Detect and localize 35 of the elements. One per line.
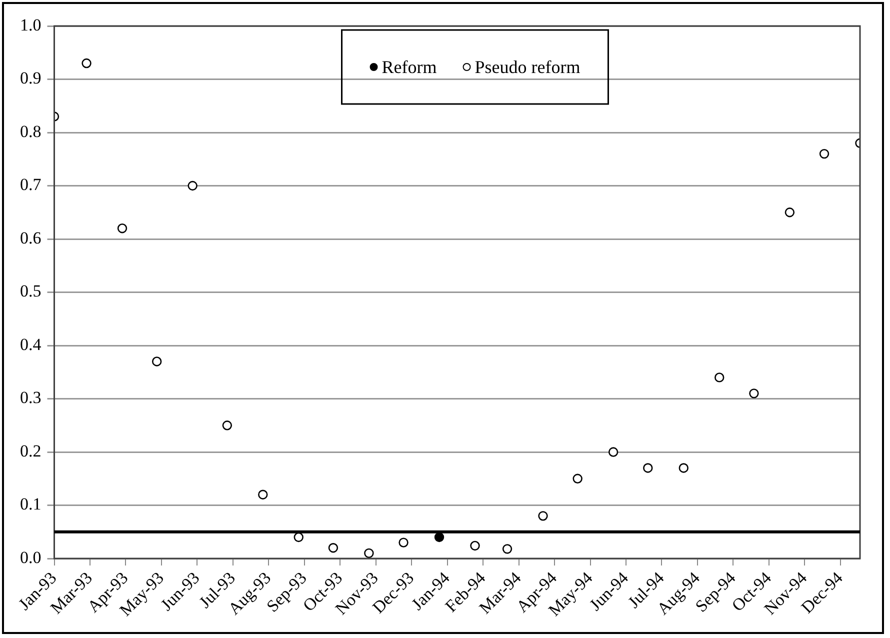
point — [572, 474, 582, 484]
y-tick-label: 0.3 — [20, 388, 42, 408]
y-tick-label: 0.4 — [20, 334, 42, 354]
point — [294, 532, 304, 542]
point — [538, 511, 548, 521]
point — [258, 490, 268, 500]
y-tick-label: 0.2 — [20, 441, 42, 460]
point — [749, 388, 759, 398]
point — [714, 372, 724, 382]
point — [398, 538, 408, 548]
y-tick-label: 0.8 — [20, 122, 42, 141]
point — [643, 463, 653, 473]
y-tick-label: 0.0 — [20, 548, 42, 567]
y-tick-label: 0.6 — [20, 228, 42, 248]
point — [188, 180, 198, 191]
point — [328, 543, 338, 553]
point — [678, 463, 688, 473]
y-tick-label: 0.1 — [20, 494, 42, 514]
point — [608, 447, 618, 457]
point — [434, 532, 444, 542]
point — [502, 544, 512, 554]
point — [117, 224, 128, 234]
y-tick-label: 0.7 — [20, 175, 42, 194]
point — [152, 356, 162, 366]
point — [364, 548, 374, 558]
legend-label: Reform — [382, 56, 437, 78]
y-tick-label: 1.0 — [20, 15, 42, 34]
y-tick-label: 0.5 — [20, 282, 42, 301]
point — [819, 148, 830, 159]
legend-label: Pseudo reform — [474, 56, 580, 78]
point — [470, 540, 480, 551]
point — [82, 58, 92, 68]
point — [222, 420, 232, 430]
y-tick-label: 0.9 — [20, 68, 42, 88]
point — [784, 208, 795, 218]
